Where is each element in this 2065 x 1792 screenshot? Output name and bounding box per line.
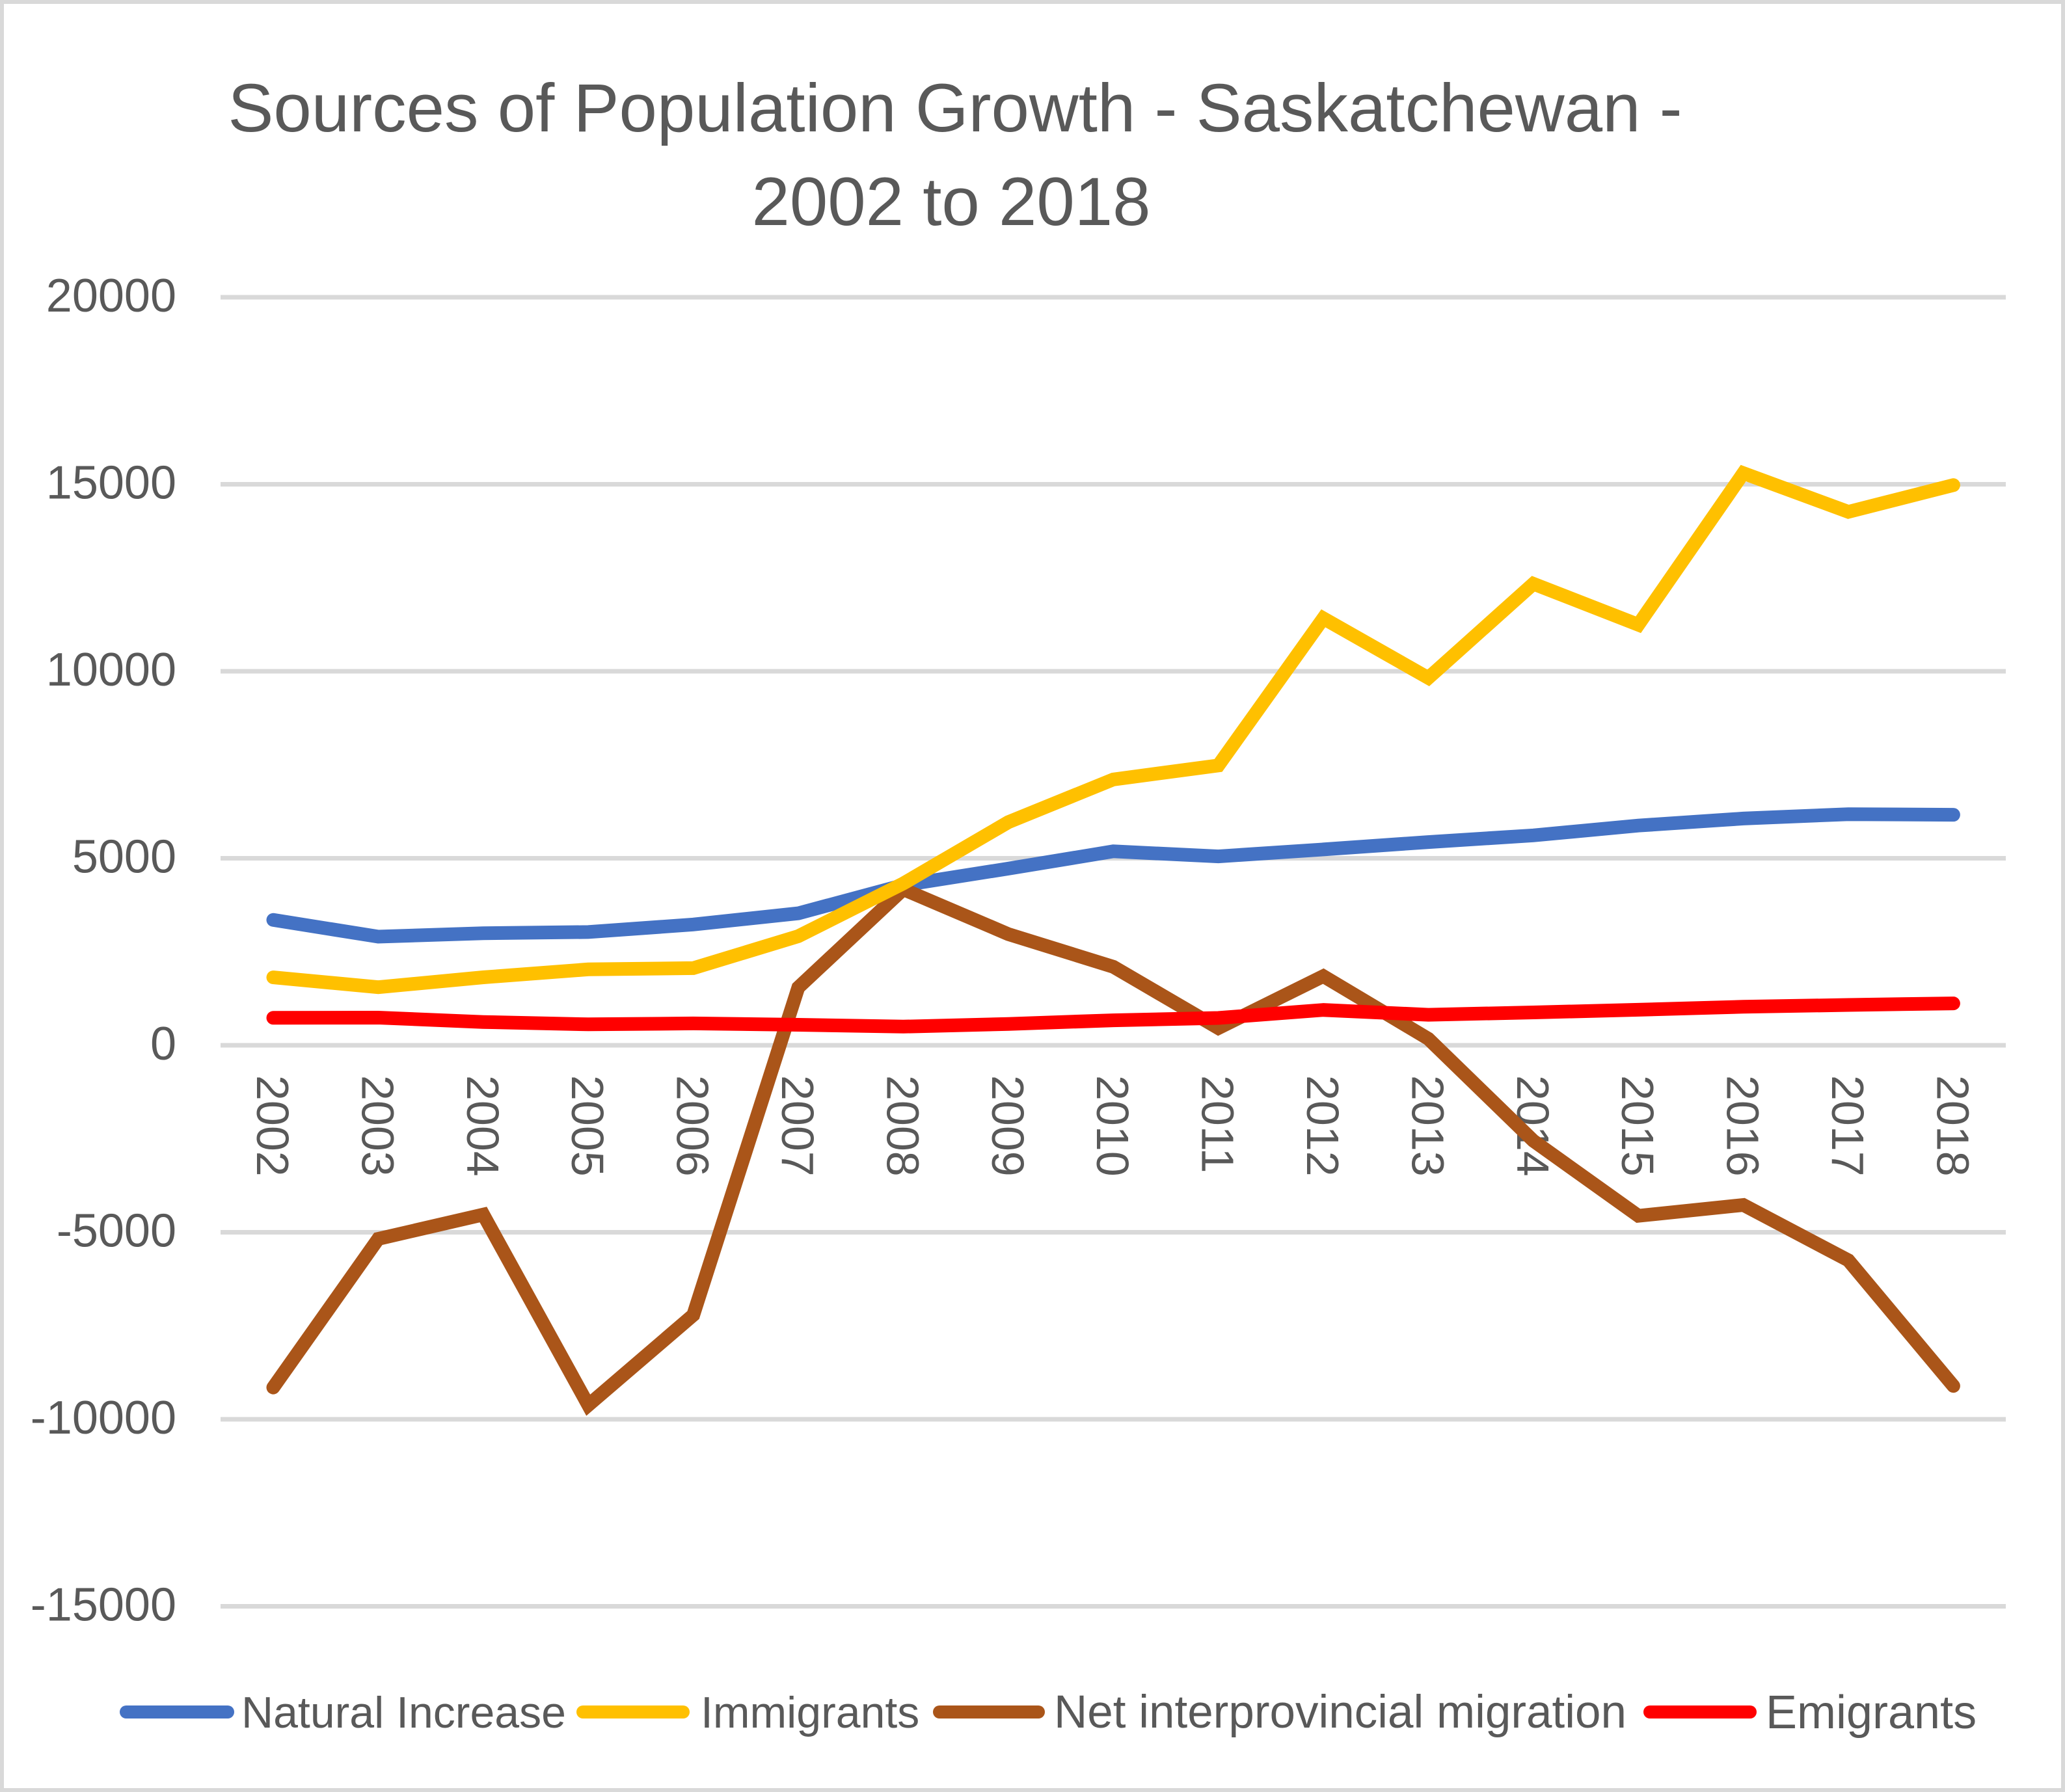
svg-text:2018: 2018 [1927,1075,1978,1177]
svg-text:15000: 15000 [46,457,176,509]
svg-text:2013: 2013 [1402,1075,1453,1177]
svg-text:2012: 2012 [1297,1075,1348,1177]
svg-text:2003: 2003 [352,1075,403,1177]
svg-text:Sources of Population Growth -: Sources of Population Growth - Saskatche… [228,70,1682,146]
svg-text:2002 to 2018: 2002 to 2018 [751,164,1150,240]
svg-text:2015: 2015 [1612,1075,1663,1177]
svg-text:Emigrants: Emigrants [1766,1687,1977,1739]
svg-text:-5000: -5000 [57,1205,176,1257]
svg-text:2002: 2002 [247,1075,298,1177]
svg-text:2009: 2009 [982,1075,1033,1177]
svg-text:0: 0 [150,1018,176,1070]
svg-text:Natural Increase: Natural Increase [241,1688,566,1737]
svg-text:2004: 2004 [457,1075,508,1177]
svg-text:5000: 5000 [72,831,176,883]
svg-text:2017: 2017 [1822,1075,1873,1177]
svg-text:Immigrants: Immigrants [701,1688,919,1737]
svg-text:2016: 2016 [1718,1075,1768,1177]
svg-text:Net interprovincial migration: Net interprovincial migration [1054,1687,1626,1738]
svg-text:2010: 2010 [1087,1075,1138,1177]
svg-text:-15000: -15000 [31,1579,176,1631]
svg-text:20000: 20000 [46,270,176,322]
svg-text:2005: 2005 [562,1075,613,1177]
svg-text:2007: 2007 [772,1075,823,1177]
svg-text:-10000: -10000 [31,1392,176,1444]
svg-text:10000: 10000 [46,644,176,696]
svg-text:2008: 2008 [877,1075,928,1177]
svg-text:2011: 2011 [1193,1075,1243,1173]
svg-text:2006: 2006 [668,1075,718,1177]
